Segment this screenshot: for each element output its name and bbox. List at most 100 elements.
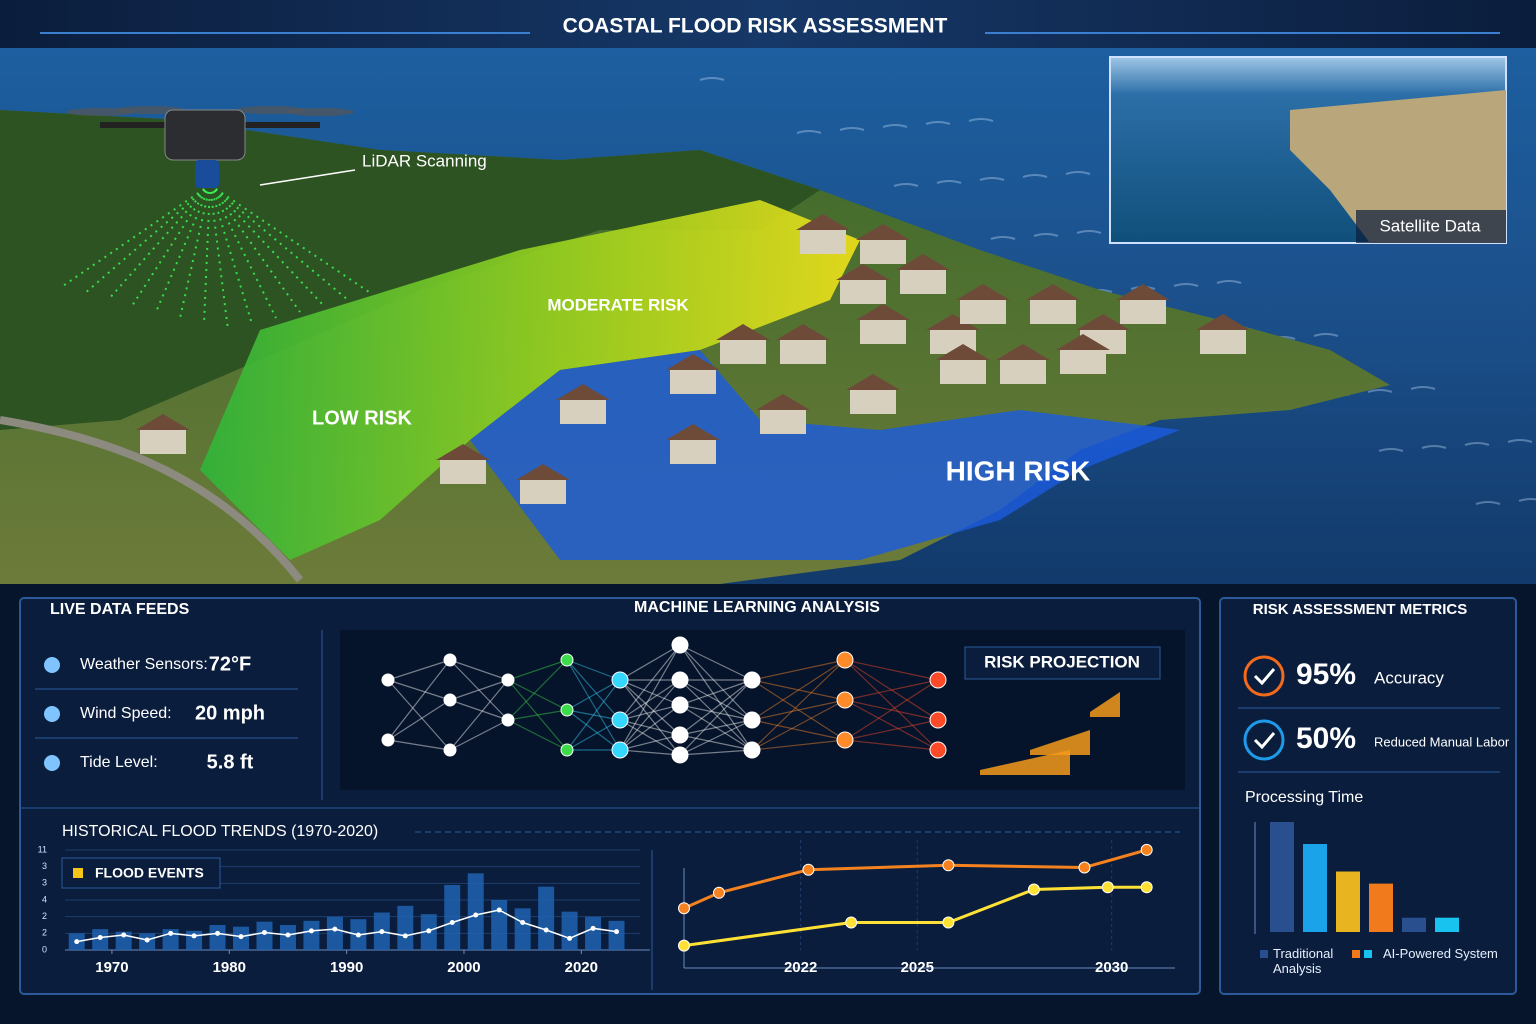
network-edge bbox=[566, 709, 621, 721]
network-edge bbox=[449, 659, 509, 681]
legend-swatch bbox=[1364, 950, 1372, 958]
network-edge bbox=[679, 719, 753, 756]
network-node bbox=[671, 671, 689, 689]
house-wall bbox=[860, 240, 906, 264]
network-node bbox=[671, 696, 689, 714]
trend-point bbox=[496, 907, 502, 913]
network-edge bbox=[449, 699, 509, 721]
network-edge bbox=[679, 679, 753, 751]
network-edge bbox=[679, 644, 753, 681]
house-wall bbox=[960, 300, 1006, 324]
network-edge bbox=[566, 709, 621, 751]
network-edge bbox=[387, 699, 451, 741]
network-node bbox=[743, 671, 761, 689]
road bbox=[0, 416, 304, 583]
house-wall bbox=[440, 460, 486, 484]
wave bbox=[925, 121, 951, 125]
network-edge bbox=[619, 679, 681, 706]
metric-label: Reduced Manual Labor bbox=[1374, 734, 1510, 749]
wave bbox=[1518, 498, 1536, 502]
network-edge bbox=[679, 704, 753, 751]
network-edge bbox=[507, 719, 568, 751]
bar bbox=[1369, 883, 1393, 932]
projection-point bbox=[678, 939, 690, 952]
trend-point bbox=[590, 925, 596, 931]
risk-zone-high bbox=[470, 350, 1180, 560]
check-mark bbox=[1253, 668, 1276, 686]
chart-title: Processing Time bbox=[1245, 789, 1363, 806]
projection-line bbox=[683, 848, 1148, 910]
network-edge bbox=[619, 679, 681, 756]
house-roof bbox=[1056, 334, 1110, 350]
map-label: HIGH RISK bbox=[946, 455, 1091, 486]
feed-icon bbox=[44, 706, 60, 722]
check-mark bbox=[1253, 732, 1276, 750]
house-wall bbox=[860, 320, 906, 344]
wave bbox=[1216, 280, 1242, 284]
bar bbox=[1402, 917, 1426, 932]
legend-swatch bbox=[1260, 950, 1268, 958]
house-roof bbox=[716, 324, 770, 340]
wave bbox=[699, 77, 725, 81]
network-edge bbox=[751, 719, 846, 741]
network-edge bbox=[619, 644, 681, 681]
wave bbox=[936, 180, 962, 184]
network-edge bbox=[679, 679, 753, 706]
network-edge bbox=[679, 749, 753, 756]
network-edge bbox=[507, 659, 568, 721]
wave bbox=[990, 236, 1016, 240]
wave bbox=[1065, 171, 1091, 175]
trend-point bbox=[121, 932, 127, 938]
network-node bbox=[611, 711, 629, 729]
trend-line bbox=[76, 909, 617, 943]
network-node bbox=[501, 713, 515, 727]
panel-title: LIVE DATA FEEDS bbox=[50, 601, 190, 618]
lidar-beam bbox=[131, 184, 211, 307]
network-edge bbox=[507, 659, 568, 681]
wave bbox=[839, 127, 865, 131]
network-node bbox=[560, 703, 574, 717]
projection-point bbox=[1078, 861, 1091, 874]
network-edge bbox=[679, 679, 753, 756]
wave bbox=[979, 177, 1005, 181]
network-edge bbox=[751, 659, 846, 751]
network-edge bbox=[507, 679, 568, 711]
x-tick-label: 2020 bbox=[565, 959, 598, 976]
trend-point bbox=[74, 939, 80, 945]
feed-value: 5.8 ft bbox=[207, 751, 254, 773]
bar bbox=[467, 873, 484, 950]
house-wall bbox=[670, 440, 716, 464]
projection-label-bg bbox=[964, 646, 1161, 680]
projection-shape bbox=[980, 750, 1070, 775]
network-edge bbox=[449, 679, 509, 701]
network-edge bbox=[751, 679, 846, 741]
house-wall bbox=[1120, 300, 1166, 324]
network-node bbox=[836, 691, 854, 709]
bar bbox=[608, 920, 625, 950]
wave bbox=[893, 183, 919, 187]
projection-point bbox=[1140, 881, 1153, 894]
projection-label: RISK PROJECTION bbox=[984, 652, 1140, 671]
feed-value: 20 mph bbox=[195, 702, 265, 724]
wave bbox=[882, 124, 908, 128]
x-tick-label: 2030 bbox=[1095, 959, 1128, 976]
trend-point bbox=[261, 930, 267, 935]
house-wall bbox=[840, 280, 886, 304]
trend-point bbox=[144, 937, 150, 943]
metric-value: 95% bbox=[1296, 658, 1356, 691]
x-tick-label: 2025 bbox=[901, 959, 934, 976]
house-wall bbox=[720, 340, 766, 364]
legend-swatch bbox=[1352, 950, 1360, 958]
house-wall bbox=[1030, 300, 1076, 324]
wave bbox=[1464, 442, 1490, 446]
network-node bbox=[929, 711, 947, 729]
drone-sensor bbox=[195, 160, 219, 188]
network-node bbox=[929, 671, 947, 689]
satellite-label: Satellite Data bbox=[1379, 216, 1481, 235]
network-node bbox=[611, 741, 629, 759]
network-node bbox=[671, 726, 689, 744]
trend-point bbox=[567, 935, 573, 941]
bar bbox=[514, 908, 531, 950]
